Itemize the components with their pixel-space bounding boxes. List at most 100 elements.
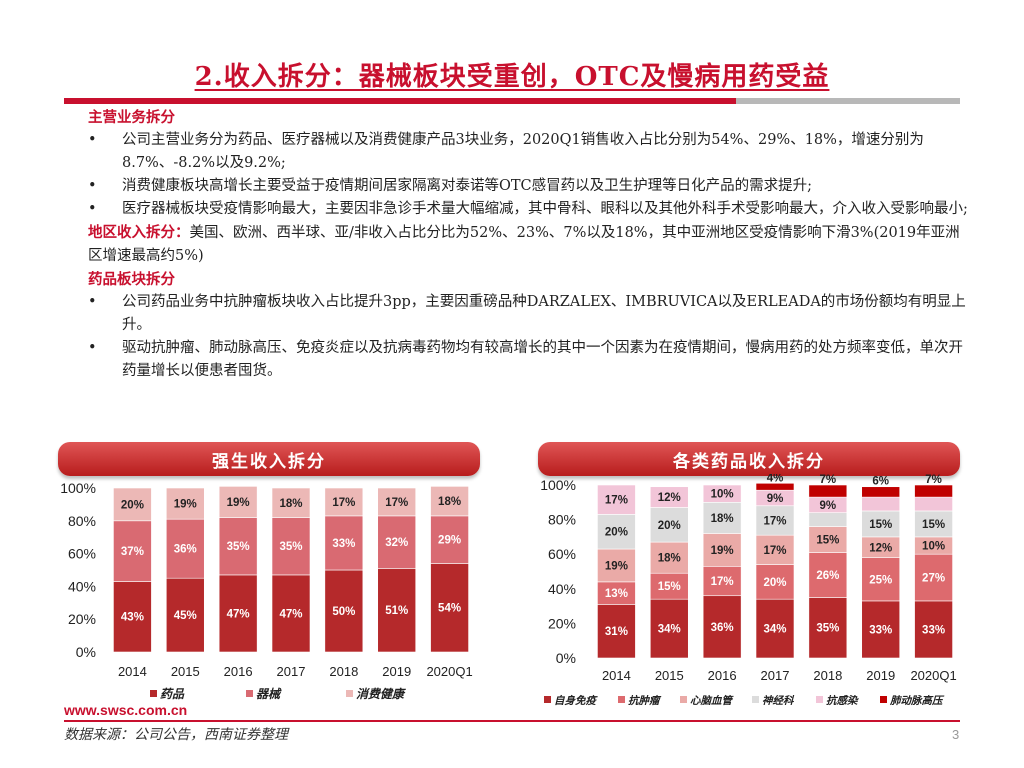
data-label: 51%	[385, 605, 408, 617]
data-label: 10%	[711, 489, 734, 501]
legend-swatch	[752, 696, 759, 703]
bar-segment	[861, 496, 901, 512]
bar-segment	[649, 507, 689, 543]
bar-segment	[218, 574, 258, 653]
data-label: 33%	[332, 538, 355, 550]
bar-segment	[808, 597, 848, 659]
legend-label: 抗感染	[826, 694, 859, 707]
data-label: 25%	[869, 574, 892, 586]
bar-segment	[914, 510, 953, 538]
legend-swatch	[880, 696, 887, 703]
data-label: 47%	[227, 608, 250, 620]
section-heading-region: 地区收入拆分：	[88, 224, 190, 241]
footer-rule	[64, 720, 960, 722]
site-url[interactable]: www.swsc.com.cn	[64, 702, 188, 718]
data-label: 10%	[922, 541, 945, 553]
data-label: 18%	[711, 513, 734, 525]
y-tick-label: 20%	[548, 615, 576, 631]
data-label: 17%	[711, 576, 734, 588]
x-tick-label: 2020Q1	[426, 664, 472, 679]
bar-segment	[271, 574, 311, 653]
bar-segment	[649, 486, 689, 508]
data-label: 32%	[385, 537, 408, 549]
bar-segment	[702, 484, 742, 503]
data-label: 12%	[658, 492, 681, 504]
x-tick-label: 2014	[118, 664, 147, 679]
data-label: 35%	[227, 541, 250, 553]
bar-segment	[861, 486, 901, 498]
data-label: 54%	[438, 603, 461, 615]
bar-segment	[324, 487, 364, 517]
data-label: 47%	[279, 608, 302, 620]
data-label: 18%	[279, 498, 302, 510]
data-label: 17%	[385, 497, 408, 509]
bar-segment	[914, 496, 953, 512]
x-tick-label: 2017	[761, 668, 790, 683]
data-label: 15%	[816, 534, 839, 546]
data-label: 37%	[121, 546, 144, 558]
bar-segment	[597, 514, 636, 550]
legend-swatch	[246, 690, 253, 697]
bar-segment	[165, 577, 205, 653]
bar-segment	[597, 484, 636, 515]
legend-swatch	[618, 696, 625, 703]
region-paragraph: 地区收入拆分：美国、欧洲、西半球、亚/非收入占比分比为52%、23%、7%以及1…	[88, 221, 968, 268]
data-label: 18%	[658, 553, 681, 565]
data-label: 17%	[763, 545, 786, 557]
y-tick-label: 80%	[68, 513, 96, 529]
bar-segment	[755, 564, 795, 600]
data-label: 4%	[767, 474, 784, 484]
data-label: 29%	[438, 535, 461, 547]
bar-segment	[861, 557, 901, 602]
data-label: 20%	[605, 527, 628, 539]
y-tick-label: 80%	[548, 512, 576, 528]
pharma-bullets: 公司药品业务中抗肿瘤板块收入占比提升3pp，主要因重磅品种DARZALEX、IM…	[88, 291, 968, 383]
bar-segment	[271, 517, 311, 576]
data-label: 43%	[121, 612, 144, 624]
y-tick-label: 100%	[60, 480, 96, 496]
data-label: 15%	[658, 581, 681, 593]
bar-segment	[649, 598, 689, 659]
body-text: 主营业务拆分 公司主营业务分为药品、医疗器械以及消费健康产品3块业务，2020Q…	[88, 106, 968, 383]
legend-swatch	[680, 696, 687, 703]
bar-segment	[914, 553, 953, 602]
legend-label: 器械	[256, 687, 282, 701]
data-label: 20%	[658, 520, 681, 532]
bar-segment	[377, 487, 417, 517]
data-label: 17%	[763, 515, 786, 527]
legend-label: 肺动脉高压	[889, 694, 945, 707]
bar-segment	[218, 517, 258, 576]
x-tick-label: 2018	[813, 668, 842, 683]
slide-title: 2.收入拆分：器械板块受重创，OTC及慢病用药受益	[194, 62, 830, 92]
legend-swatch	[544, 696, 551, 703]
business-bullets: 公司主营业务分为药品、医疗器械以及消费健康产品3块业务，2020Q1销售收入占比…	[88, 129, 968, 221]
data-label: 13%	[605, 588, 628, 600]
legend-swatch	[150, 690, 157, 697]
y-tick-label: 40%	[548, 581, 576, 597]
bar-segment	[861, 510, 901, 538]
legend-label: 自身免疫	[554, 694, 598, 707]
bar-segment	[649, 541, 689, 574]
bar-segment	[113, 520, 152, 582]
legend-label: 药品	[160, 687, 185, 701]
legend-label: 抗肿瘤	[628, 694, 662, 707]
bar-segment	[430, 563, 469, 653]
data-label: 19%	[605, 560, 628, 572]
drug-revenue-split-chart: 0% 20% 40% 60% 80% 100% 31% 13% 19% 20% 17% 2014 34%…	[540, 474, 957, 707]
section-heading-pharma: 药品板块拆分	[88, 271, 175, 288]
bar-segment	[702, 566, 742, 597]
x-tick-label: 2018	[329, 664, 358, 679]
data-label: 35%	[279, 541, 302, 553]
data-label: 36%	[711, 622, 734, 634]
y-tick-label: 100%	[540, 477, 576, 493]
x-tick-label: 2019	[866, 668, 895, 683]
bullet-item: 公司主营业务分为药品、医疗器械以及消费健康产品3块业务，2020Q1销售收入占比…	[88, 129, 968, 175]
data-label: 9%	[820, 500, 837, 512]
x-tick-label: 2017	[277, 664, 306, 679]
legend-label: 消费健康	[356, 687, 406, 701]
data-label: 34%	[658, 624, 681, 636]
right-chart-banner: 各类药品收入拆分	[538, 442, 960, 476]
bar-segment	[218, 486, 258, 518]
bullet-item: 公司药品业务中抗肿瘤板块收入占比提升3pp，主要因重磅品种DARZALEX、IM…	[88, 291, 968, 337]
legend-swatch	[816, 696, 823, 703]
